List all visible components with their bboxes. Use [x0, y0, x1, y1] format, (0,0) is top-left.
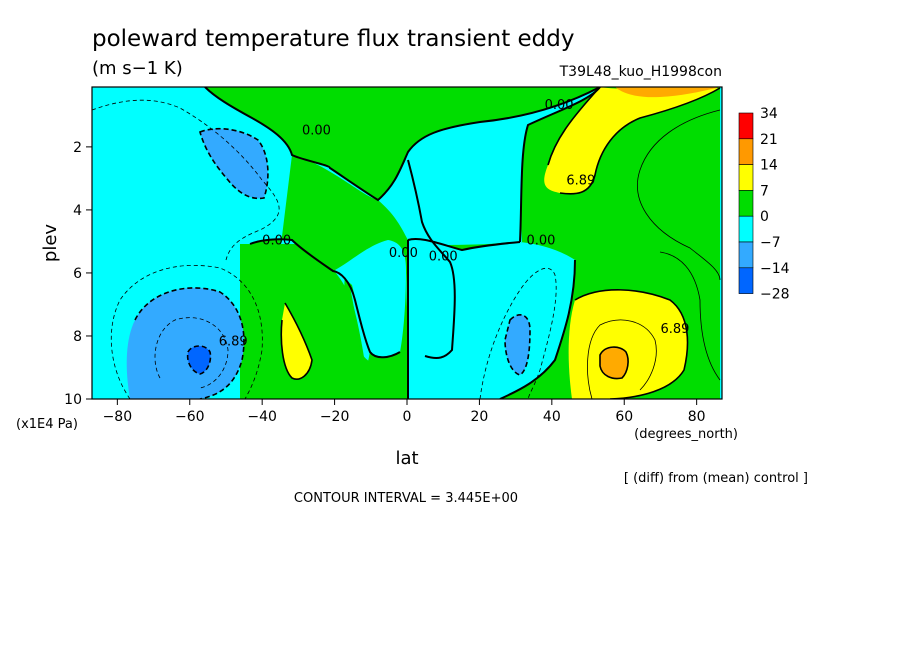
contour-label: 0.00 — [389, 246, 418, 261]
colorbar-swatch — [738, 164, 754, 191]
x-tick-label: 0 — [403, 409, 412, 425]
colorbar-swatch — [738, 267, 754, 294]
contour-label: 0.00 — [262, 234, 291, 249]
y-axis-title: plev — [40, 224, 61, 263]
fill-blue-upper-left — [200, 128, 268, 199]
colorbar-level-label: 7 — [760, 183, 769, 199]
contour-interval-label: CONTOUR INTERVAL = 3.445E+00 — [294, 491, 518, 506]
chart-units: (m s−1 K) — [92, 58, 183, 79]
fill-cyan-right-center — [408, 238, 575, 399]
x-tick-label: −60 — [175, 409, 205, 425]
contour-lines — [92, 87, 721, 399]
fill-yellow-top-right — [544, 87, 720, 194]
colorbar-swatch — [738, 138, 754, 165]
y-tick-label: 4 — [73, 203, 82, 219]
diff-note: [ (diff) from (mean) control ] — [624, 471, 808, 486]
contour-label: 0.00 — [545, 98, 574, 113]
colorbar-swatch — [738, 112, 754, 140]
x-tick-label: −40 — [247, 409, 277, 425]
x-axis: −80 −60 −40 −20 0 20 40 60 80 — [103, 399, 706, 425]
colorbar-level-label: 14 — [760, 158, 778, 174]
colorbar-legend: 34 21 14 7 0 −7 −14 −28 — [738, 106, 790, 303]
contour-label: 6.89 — [660, 322, 689, 337]
y-axis: 2 4 6 8 10 — [64, 140, 92, 408]
contour-labels: 0.00 0.00 6.89 0.00 0.00 0.00 0.00 6.89 6.89 — [219, 98, 690, 349]
colorbar-swatch — [738, 190, 754, 217]
colorbar-level-label: −7 — [760, 235, 781, 251]
chart-title: poleward temperature flux transient eddy — [92, 26, 574, 52]
x-tick-label: 60 — [615, 409, 633, 425]
fill-yellow-lower-left — [281, 303, 312, 380]
fill-cyan-left-center — [335, 240, 406, 358]
y-unit-label: (x1E4 Pa) — [16, 417, 78, 432]
y-tick-label: 2 — [73, 140, 82, 156]
y-tick-label: 6 — [73, 266, 82, 282]
colorbar-level-label: −28 — [760, 287, 790, 303]
x-unit-label: (degrees_north) — [634, 427, 738, 442]
fill-orange-lower-right — [600, 347, 629, 379]
plot-area: 0.00 0.00 6.89 0.00 0.00 0.00 0.00 6.89 6.89 — [91, 86, 723, 400]
fill-blue-lower-left — [126, 287, 244, 399]
contour-label: 0.00 — [302, 123, 331, 138]
x-tick-label: −80 — [103, 409, 133, 425]
x-tick-label: 40 — [543, 409, 561, 425]
x-tick-label: 80 — [688, 409, 706, 425]
y-tick-label: 8 — [73, 329, 82, 345]
x-tick-label: −20 — [320, 409, 350, 425]
fill-orange-top-right — [615, 87, 720, 98]
colorbar-level-label: −14 — [760, 261, 790, 277]
fill-green-top-left — [205, 87, 600, 200]
x-tick-label: 20 — [470, 409, 488, 425]
colorbar-level-label: 0 — [760, 209, 769, 225]
contour-label: 0.00 — [429, 249, 458, 264]
fill-blue-lower-right — [505, 314, 530, 375]
colorbar-swatch — [738, 215, 754, 243]
colorbar-level-label: 34 — [760, 106, 778, 122]
run-label: T39L48_kuo_H1998con — [559, 64, 722, 80]
y-tick-label: 10 — [64, 392, 82, 408]
fill-yellow-lower-right — [568, 289, 688, 399]
fill-darkblue-lower-left — [187, 346, 211, 374]
contour-label: 6.89 — [566, 174, 595, 189]
contour-label: 0.00 — [526, 234, 555, 249]
fill-green-center-bottom — [340, 268, 408, 399]
colorbar-level-label: 21 — [760, 132, 778, 148]
fill-green-lower-left — [240, 244, 370, 399]
x-axis-title: lat — [395, 448, 418, 469]
contour-label: 6.89 — [219, 334, 248, 349]
colorbar-swatch — [738, 241, 754, 269]
